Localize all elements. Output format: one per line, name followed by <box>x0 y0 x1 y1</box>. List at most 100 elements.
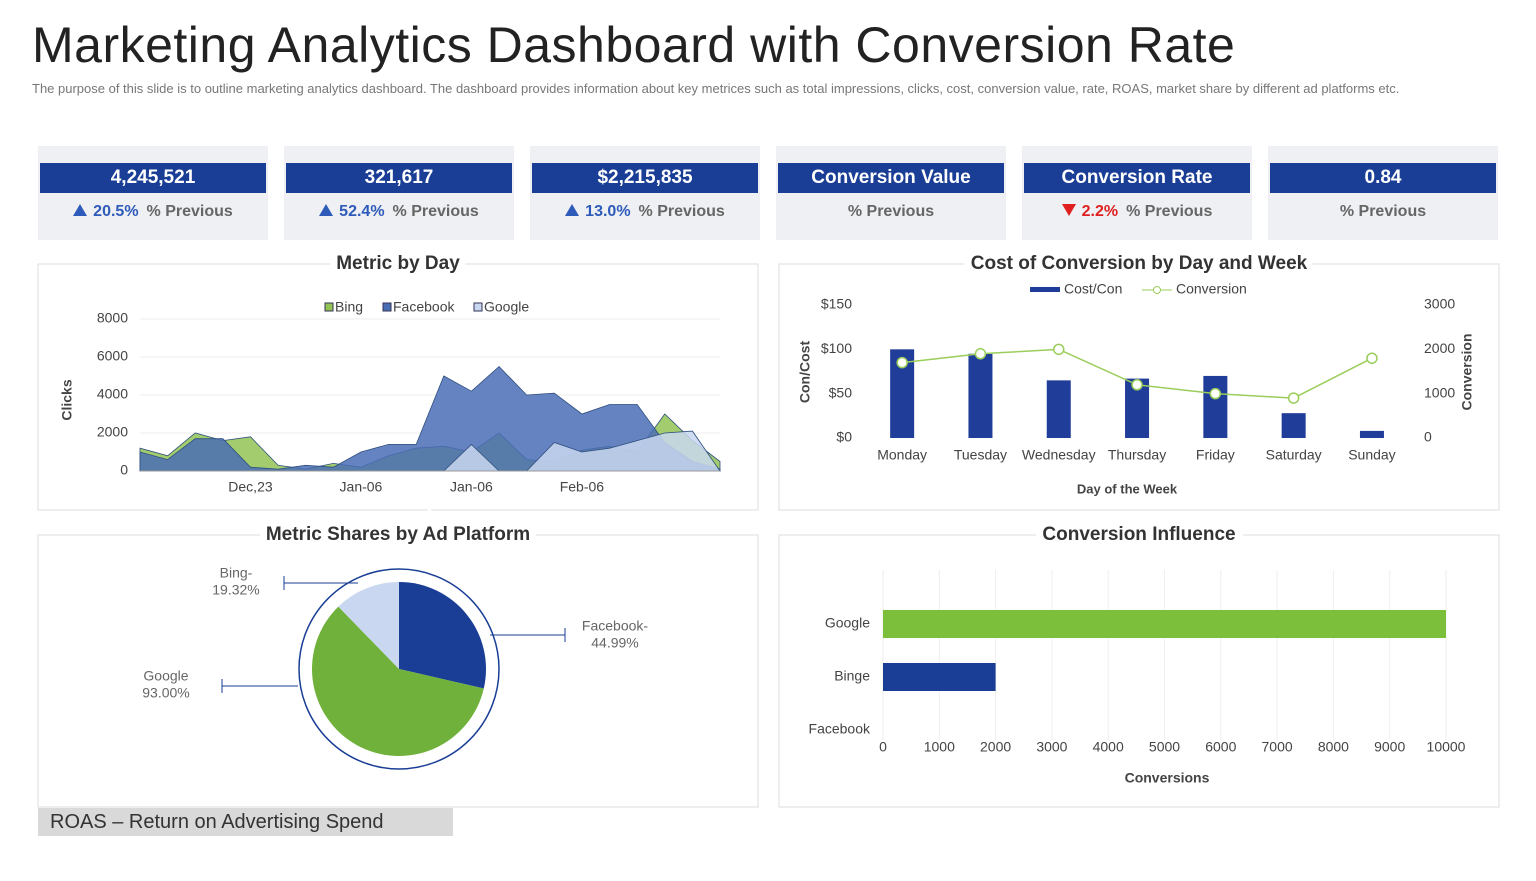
y-tick-label: 4000 <box>97 386 128 402</box>
x-tick-label: 6000 <box>1205 739 1236 755</box>
x-tick-label: Tuesday <box>954 447 1007 463</box>
point <box>1131 379 1143 391</box>
pie-ring <box>298 568 500 770</box>
trend-icon <box>73 204 88 216</box>
y-tick-label: 2000 <box>97 424 128 440</box>
bar <box>883 610 1446 638</box>
x-tick-label: Dec,23 <box>228 479 273 495</box>
chart-title: Conversion Influence <box>1042 524 1235 545</box>
y-tick-label: 0 <box>120 462 128 478</box>
kpi-label: % Previous <box>1126 203 1213 220</box>
kpi-label: % Previous <box>638 203 725 220</box>
kpi-change: 2.2% <box>1081 203 1119 220</box>
chart-title: Metric Shares by Ad Platform <box>266 524 530 545</box>
point <box>1209 387 1222 400</box>
kpi-change-row: 20.5% % Previous <box>38 203 268 221</box>
trend-icon <box>319 204 334 216</box>
x-tick-label: Sunday <box>1348 447 1395 463</box>
x-tick-label: Monday <box>877 447 927 463</box>
kpi-change: 20.5% <box>93 203 139 220</box>
x-tick-label: Jan-06 <box>340 479 383 495</box>
x-tick-label: Jan-06 <box>450 479 493 495</box>
point <box>974 348 987 360</box>
kpi-change-row: % Previous <box>1268 203 1498 221</box>
y2-axis-label: Conversion <box>1459 333 1475 410</box>
kpi-value: $2,215,835 <box>532 163 758 193</box>
kpi-card: Conversion Value % Previous <box>776 146 1006 240</box>
kpi-change-row: 13.0% % Previous <box>530 203 760 221</box>
x-tick-label: 8000 <box>1318 739 1349 755</box>
point <box>1366 352 1378 364</box>
x-tick-label: 2000 <box>980 739 1011 755</box>
y2-tick-label: 2000 <box>1424 340 1455 356</box>
kpi-card: 321,617 52.4% % Previous <box>284 146 514 240</box>
kpi-value: Conversion Rate <box>1024 163 1250 193</box>
pie-slice <box>312 606 484 756</box>
slice-label: Bing- <box>220 565 253 581</box>
kpi-card: Conversion Rate 2.2% % Previous <box>1022 146 1252 240</box>
legend-label: Bing <box>335 299 363 315</box>
legend-label: Google <box>484 299 529 315</box>
trend-icon <box>565 204 580 216</box>
y-tick-label: $0 <box>836 429 852 445</box>
slice-value: 44.99% <box>591 635 638 651</box>
legend-swatch <box>1030 287 1060 292</box>
legend-label: Cost/Con <box>1064 281 1122 297</box>
bar <box>1046 380 1071 438</box>
x-tick-label: 9000 <box>1374 739 1405 755</box>
x-tick-label: Thursday <box>1108 447 1166 463</box>
legend-swatch <box>1153 286 1161 294</box>
point <box>896 356 908 369</box>
y-tick-label: 8000 <box>97 310 128 326</box>
x-tick-label: Wednesday <box>1022 447 1096 463</box>
kpi-change-row: % Previous <box>776 203 1006 221</box>
legend-label: Facebook <box>393 299 455 315</box>
kpi-change-row: 2.2% % Previous <box>1022 203 1252 221</box>
y-tick-label: $100 <box>821 340 852 356</box>
chart-title: Metric by Day <box>336 253 460 274</box>
trend-icon <box>1061 204 1076 216</box>
x-tick-label: 4000 <box>1093 739 1124 755</box>
legend-swatch <box>324 302 334 312</box>
x-tick-label: 0 <box>879 739 887 755</box>
kpi-card: 0.84 % Previous <box>1268 146 1498 240</box>
x-tick-label: Saturday <box>1266 447 1322 463</box>
slice-label: Google <box>143 668 188 684</box>
kpi-value: 4,245,521 <box>40 163 266 193</box>
kpi-value: 0.84 <box>1270 163 1496 193</box>
footer: ROAS – Return on Advertising Spend <box>38 808 453 836</box>
legend-swatch <box>382 302 392 312</box>
x-tick-label: 3000 <box>1036 739 1067 755</box>
slice-value: 19.32% <box>212 582 259 598</box>
chart-title: Cost of Conversion by Day and Week <box>971 253 1308 274</box>
kpi-card: $2,215,835 13.0% % Previous <box>530 146 760 240</box>
y2-tick-label: 3000 <box>1424 296 1455 312</box>
panel <box>37 263 759 511</box>
y2-tick-label: 1000 <box>1424 384 1455 400</box>
y-tick-label: Binge <box>834 668 870 684</box>
x-axis-label: Day of the Week <box>1077 481 1178 496</box>
legend-label: Conversion <box>1176 281 1247 297</box>
title: Marketing Analytics Dashboard with Conve… <box>32 17 1236 73</box>
kpi-label: % Previous <box>392 203 479 220</box>
kpi-change: 52.4% <box>339 203 385 220</box>
kpi-label: % Previous <box>1339 203 1427 220</box>
x-tick-label: Friday <box>1196 447 1235 463</box>
y-axis-label: Clicks <box>59 379 75 420</box>
point <box>1053 343 1065 356</box>
kpi-change: 13.0% <box>585 203 631 220</box>
y-tick-label: $50 <box>829 384 853 400</box>
kpi-label: % Previous <box>847 203 935 220</box>
x-tick-label: 1000 <box>924 739 955 755</box>
panel <box>778 534 1500 808</box>
kpi-card: 4,245,521 20.5% % Previous <box>38 146 268 240</box>
subtitle: The purpose of this slide is to outline … <box>32 81 1400 96</box>
kpi-value: Conversion Value <box>778 163 1004 193</box>
bar <box>1281 413 1306 438</box>
kpi-change-row: 52.4% % Previous <box>284 203 514 221</box>
pie-slice <box>399 582 487 689</box>
x-tick-label: 5000 <box>1149 739 1180 755</box>
y-tick-label: Google <box>825 615 870 631</box>
